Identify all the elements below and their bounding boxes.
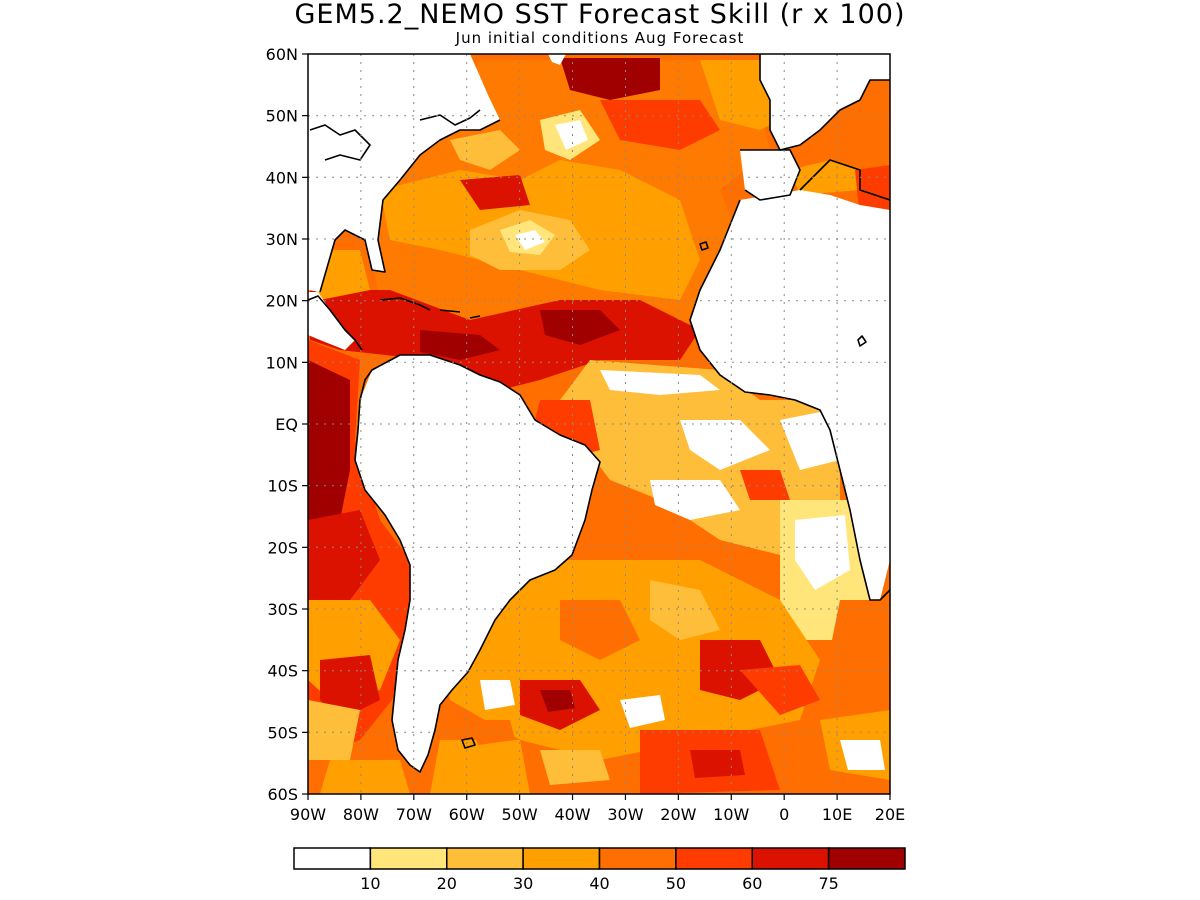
lon-label: 10W: [713, 805, 749, 824]
gridlines: [308, 54, 890, 794]
colorbar: 10 20 30 40 50 60 75: [293, 847, 906, 893]
lon-label: 50W: [502, 805, 538, 824]
lat-label: 10N: [266, 353, 298, 372]
lat-label: 40N: [266, 168, 298, 187]
colorbar-swatch: [522, 847, 601, 870]
lat-label: 40S: [267, 662, 298, 681]
lon-label: 80W: [343, 805, 379, 824]
map-title: GEM5.2_NEMO SST Forecast Skill (r x 100): [294, 0, 906, 30]
lat-label: 10S: [267, 477, 298, 496]
colorbar-swatch: [751, 847, 830, 870]
colorbar-label: 30: [513, 874, 533, 893]
lon-label: 70W: [396, 805, 432, 824]
lat-label: 20S: [267, 538, 298, 557]
colorbar-swatch: [369, 847, 448, 870]
latitude-axis: 60N 50N 40N 30N 20N 10N EQ 10S 20S 30S 40S 50S 60S: [266, 45, 308, 804]
colorbar-label: 40: [589, 874, 609, 893]
lon-label: 60W: [449, 805, 485, 824]
lat-label: EQ: [275, 415, 298, 434]
lat-label: 50N: [266, 107, 298, 126]
lat-label: 20N: [266, 292, 298, 311]
lat-label: 60S: [267, 785, 298, 804]
lat-label: 30S: [267, 600, 298, 619]
lon-label: 30W: [607, 805, 643, 824]
lon-label: 10E: [822, 805, 852, 824]
colorbar-label: 10: [360, 874, 380, 893]
colorbar-label: 75: [818, 874, 838, 893]
colorbar-label: 50: [666, 874, 686, 893]
lon-label: 0: [779, 805, 789, 824]
lat-label: 30N: [266, 230, 298, 249]
colorbar-swatch: [675, 847, 753, 870]
colorbar-swatch: [293, 847, 372, 870]
lat-label: 60N: [266, 45, 298, 64]
colorbar-label: 60: [742, 874, 762, 893]
lat-label: 50S: [267, 723, 298, 742]
coastlines: [308, 54, 890, 773]
lon-label: 20E: [875, 805, 905, 824]
longitude-axis: 90W 80W 70W 60W 50W 40W 30W 20W 10W 0 10E 20E: [290, 794, 905, 824]
colorbar-swatch: [446, 847, 524, 870]
map-subtitle: Jun initial conditions Aug Forecast: [455, 29, 745, 47]
lon-label: 40W: [554, 805, 590, 824]
colorbar-swatch: [598, 847, 677, 870]
colorbar-swatch: [827, 847, 906, 870]
colorbar-label: 20: [437, 874, 457, 893]
lon-label: 20W: [660, 805, 696, 824]
lon-label: 90W: [290, 805, 326, 824]
